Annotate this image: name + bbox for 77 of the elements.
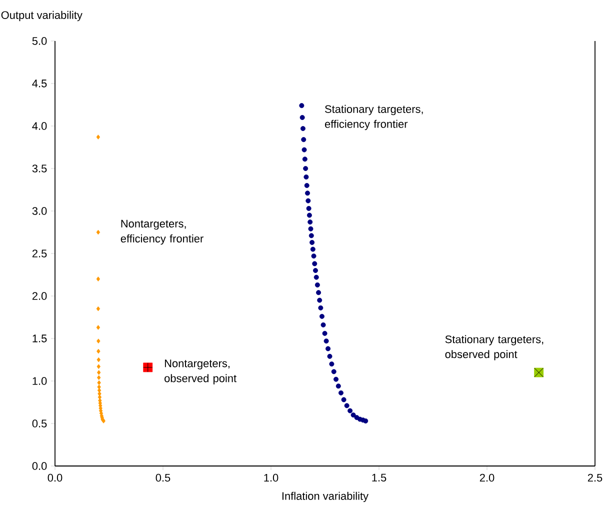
point xyxy=(341,397,346,402)
point xyxy=(96,364,100,369)
y-tick-label: 0.0 xyxy=(32,462,47,470)
point xyxy=(306,212,312,218)
point xyxy=(331,369,336,374)
point xyxy=(324,338,329,344)
point xyxy=(317,298,322,303)
point xyxy=(96,338,100,344)
y-tick-label: 2.5 xyxy=(32,250,47,258)
point xyxy=(310,246,316,252)
x-tick-label: 0.5 xyxy=(156,474,170,482)
series-label: Nontargeters, efficiency frontier xyxy=(120,220,204,245)
y-axis-title: Output variability xyxy=(1,10,82,22)
series-label: Stationary targeters, observed point xyxy=(445,335,544,360)
point xyxy=(96,348,100,354)
point xyxy=(308,233,314,238)
y-tick-label: 1.5 xyxy=(32,334,47,342)
point xyxy=(97,370,101,375)
point xyxy=(329,362,334,366)
x-tick-label: 1.0 xyxy=(264,474,278,482)
point xyxy=(302,156,308,162)
y-tick-label: 4.5 xyxy=(32,80,47,88)
point xyxy=(96,325,100,330)
point xyxy=(299,103,304,108)
point xyxy=(327,354,332,359)
point xyxy=(311,254,316,259)
point xyxy=(300,126,306,132)
point xyxy=(96,276,100,282)
point xyxy=(314,274,319,280)
point xyxy=(322,330,328,336)
point xyxy=(300,115,305,120)
point xyxy=(320,322,326,328)
y-tick-label: 1.0 xyxy=(32,377,47,385)
series-label: Stationary targeters, efficiency frontier xyxy=(324,104,423,130)
point xyxy=(97,380,101,386)
series-label: Nontargeters, observed point xyxy=(164,360,236,384)
point xyxy=(314,282,320,288)
point xyxy=(336,384,341,389)
point xyxy=(348,408,353,414)
point xyxy=(316,290,322,296)
point xyxy=(301,137,306,142)
point xyxy=(306,206,312,211)
point xyxy=(312,261,318,266)
x-tick-label: 0.0 xyxy=(48,474,62,482)
point xyxy=(96,306,100,312)
x-tick-label: 2.0 xyxy=(480,474,494,482)
point xyxy=(304,183,310,188)
point xyxy=(310,240,315,245)
point xyxy=(308,226,314,232)
point xyxy=(334,376,339,382)
point xyxy=(303,166,308,171)
point xyxy=(319,314,324,319)
point xyxy=(96,230,100,235)
point xyxy=(304,174,309,180)
x-tick-label: 1.5 xyxy=(372,474,386,482)
point xyxy=(302,147,307,152)
point xyxy=(308,220,313,225)
point xyxy=(326,346,331,352)
y-tick-label: 4.0 xyxy=(32,122,47,130)
point xyxy=(306,198,311,204)
point xyxy=(97,375,101,380)
y-tick-label: 3.0 xyxy=(32,207,47,215)
y-tick-label: 0.5 xyxy=(32,420,47,428)
point xyxy=(363,418,368,424)
point xyxy=(96,134,100,140)
y-tick-label: 5.0 xyxy=(32,37,47,45)
y-tick-label: 3.5 xyxy=(32,164,47,172)
point xyxy=(313,268,318,273)
point xyxy=(318,305,324,310)
point xyxy=(350,412,356,418)
x-tick-label: 2.5 xyxy=(588,474,602,482)
x-axis-title: Inflation variability xyxy=(282,492,369,502)
point xyxy=(305,190,310,196)
y-tick-label: 2.0 xyxy=(32,292,47,300)
point xyxy=(344,403,350,408)
point xyxy=(96,357,100,362)
point xyxy=(338,390,344,396)
